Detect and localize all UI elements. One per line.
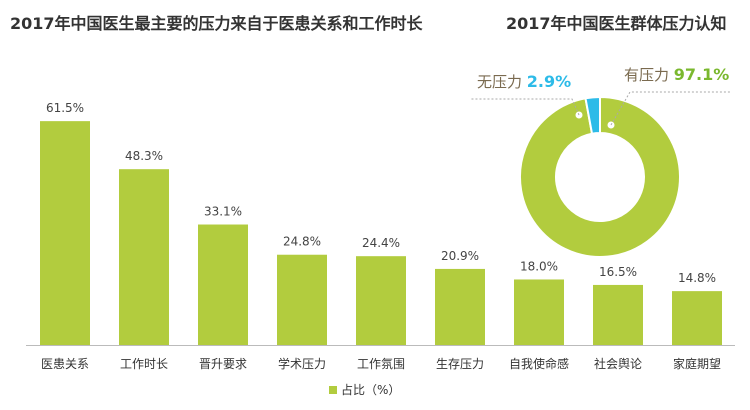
bar-6 (435, 268, 485, 345)
data-label: 20.9% (441, 249, 479, 263)
x-tick-label: 工作时长 (120, 357, 168, 371)
bar-1 (40, 121, 90, 345)
has-pressure-label: 有压力 97.1% (624, 65, 729, 84)
x-tick-label: 医患关系 (41, 357, 89, 371)
has-pressure-value: 97.1% (674, 65, 730, 84)
donut-slice-2 (584, 95, 601, 135)
data-label: 24.8% (283, 235, 321, 249)
data-label: 48.3% (125, 149, 163, 163)
bar-3 (198, 224, 248, 345)
data-label: 14.8% (678, 271, 716, 285)
leader-line (610, 91, 730, 126)
data-label: 33.1% (204, 205, 242, 219)
legend-swatch (329, 386, 337, 394)
bar-chart-title: 2017年中国医生最主要的压力来自于医患关系和工作时长 (10, 14, 423, 33)
donut-chart-title: 2017年中国医生群体压力认知 (506, 14, 727, 33)
x-tick-label: 晋升要求 (199, 357, 247, 371)
bar-8 (593, 284, 643, 345)
x-tick-label: 生存压力 (436, 357, 484, 371)
x-tick-label: 自我使命感 (509, 356, 569, 371)
data-label: 61.5% (46, 101, 84, 115)
x-tick-label: 工作氛围 (357, 357, 405, 371)
bar-4 (277, 254, 327, 345)
leader-line (470, 98, 580, 116)
bar-7 (514, 279, 564, 345)
donut-slice-1 (519, 95, 681, 258)
legend-label: 占比（%） (341, 382, 400, 397)
no-pressure-label: 无压力 2.9% (477, 72, 571, 91)
data-label: 24.4% (362, 236, 400, 250)
x-tick-label: 学术压力 (278, 356, 326, 371)
bar-5 (356, 256, 406, 345)
x-tick-label: 社会舆论 (594, 356, 642, 371)
x-tick-label: 家庭期望 (673, 356, 721, 371)
no-pressure-value: 2.9% (527, 72, 571, 91)
data-label: 18.0% (520, 259, 558, 273)
data-label: 16.5% (599, 265, 637, 279)
bar-2 (119, 169, 169, 345)
bar-9 (672, 291, 722, 345)
